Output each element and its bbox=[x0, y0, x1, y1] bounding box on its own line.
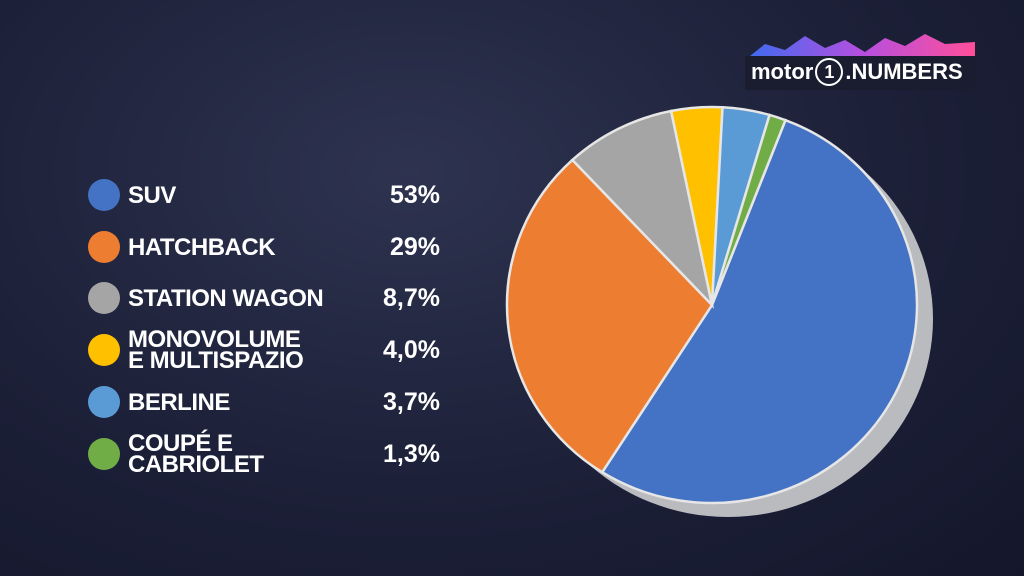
logo-number: 1 bbox=[815, 58, 844, 86]
pie-slice bbox=[570, 109, 715, 310]
legend-swatch bbox=[88, 334, 120, 366]
legend-item: BERLINE 3,7% bbox=[88, 377, 440, 427]
legend-swatch bbox=[88, 282, 120, 314]
legend-item: STATION WAGON 8,7% bbox=[88, 273, 440, 323]
legend-label: BERLINE bbox=[128, 388, 230, 416]
legend-swatch bbox=[88, 438, 120, 470]
value-label: 53% bbox=[389, 180, 440, 209]
legend-label: HATCHBACK bbox=[128, 233, 276, 261]
legend-swatch bbox=[88, 386, 120, 418]
legend-swatch bbox=[88, 179, 120, 211]
pie-slice bbox=[600, 118, 919, 505]
legend-label: SUV bbox=[128, 181, 176, 209]
value-label: 4,0% bbox=[383, 335, 440, 364]
legend-label: COUPÉ E CABRIOLET bbox=[128, 430, 264, 478]
logo-text: motor 1 .NUMBERS bbox=[751, 58, 963, 86]
logo: motor 1 .NUMBERS bbox=[745, 30, 975, 90]
value-label: 8,7% bbox=[383, 283, 440, 312]
value-label: 1,3% bbox=[383, 439, 440, 468]
legend-item: COUPÉ E CABRIOLET 1,3% bbox=[88, 429, 440, 479]
legend-swatch bbox=[88, 231, 120, 263]
legend-item: MONOVOLUME E MULTISPAZIO 4,0% bbox=[88, 325, 440, 375]
legend-label: STATION WAGON bbox=[128, 284, 324, 312]
legend-item: HATCHBACK 29% bbox=[88, 222, 440, 272]
pie-slice bbox=[505, 158, 714, 474]
logo-suffix: .NUMBERS bbox=[845, 59, 963, 84]
logo-brand: motor bbox=[751, 59, 814, 84]
value-label: 29% bbox=[389, 232, 440, 261]
pie-slice bbox=[710, 113, 788, 306]
legend-label: MONOVOLUME E MULTISPAZIO bbox=[128, 326, 304, 374]
value-label: 3,7% bbox=[383, 387, 440, 416]
legend-item: SUV 53% bbox=[88, 170, 440, 220]
logo-graphic bbox=[745, 34, 975, 60]
